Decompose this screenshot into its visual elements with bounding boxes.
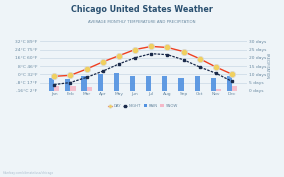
Text: Chicago United States Weather: Chicago United States Weather <box>71 5 213 14</box>
Bar <box>162 76 168 91</box>
Bar <box>146 76 151 91</box>
Bar <box>130 76 135 91</box>
Text: hikerbay.com/climate/usa/chicago: hikerbay.com/climate/usa/chicago <box>3 171 54 175</box>
Bar <box>97 74 103 91</box>
Bar <box>178 78 184 91</box>
Text: AVERAGE MONTHLY TEMPERATURE AND PRECIPITATION: AVERAGE MONTHLY TEMPERATURE AND PRECIPIT… <box>88 20 196 24</box>
Bar <box>70 86 76 91</box>
Bar <box>195 76 200 91</box>
Y-axis label: PRECIPITATION: PRECIPITATION <box>265 53 269 79</box>
Bar <box>54 86 59 91</box>
Bar <box>49 78 54 91</box>
Bar <box>232 86 237 91</box>
Bar <box>227 76 232 91</box>
Bar <box>81 76 87 91</box>
Bar <box>65 79 70 91</box>
Bar <box>87 87 92 91</box>
Legend: DAY, NIGHT, RAIN, SNOW: DAY, NIGHT, RAIN, SNOW <box>106 102 180 110</box>
Bar <box>114 73 119 91</box>
Bar <box>211 78 216 91</box>
Bar <box>216 89 221 91</box>
